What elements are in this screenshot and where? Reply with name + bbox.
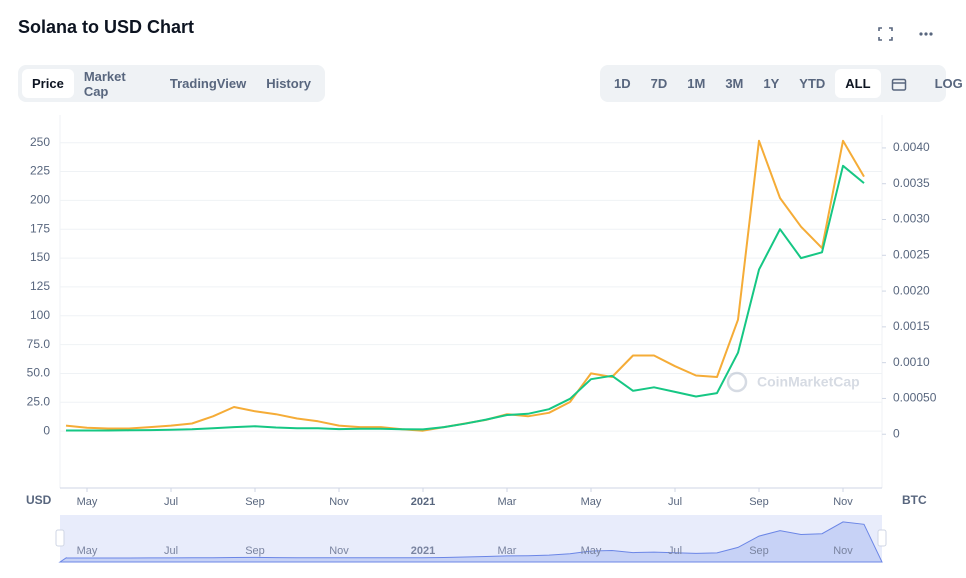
y2-tick-label: 0.0020 bbox=[893, 283, 930, 297]
y2-axis-label: BTC bbox=[902, 493, 927, 507]
navigator-label: Sep bbox=[245, 545, 265, 557]
y2-tick-label: 0.0010 bbox=[893, 355, 930, 369]
x-tick-label: Jul bbox=[668, 496, 682, 508]
x-tick-label: Nov bbox=[329, 496, 349, 508]
y-tick-label: 225 bbox=[30, 164, 50, 178]
y-axis-label: USD bbox=[26, 493, 52, 507]
y-tick-label: 100 bbox=[30, 308, 50, 322]
x-tick-label: Sep bbox=[245, 496, 265, 508]
y2-tick-label: 0.0015 bbox=[893, 319, 930, 333]
more-icon[interactable] bbox=[919, 32, 933, 36]
y-tick-label: 150 bbox=[30, 250, 50, 264]
fullscreen-icon[interactable] bbox=[878, 27, 893, 41]
navigator-label: Jul bbox=[164, 545, 178, 557]
y-tick-label: 175 bbox=[30, 221, 50, 235]
x-tick-label: May bbox=[581, 496, 602, 508]
y-tick-label: 250 bbox=[30, 135, 50, 149]
watermark: CoinMarketCap bbox=[726, 371, 860, 393]
navigator-area bbox=[58, 521, 883, 563]
y2-tick-label: 0.00050 bbox=[893, 391, 937, 405]
navigator-label: Sep bbox=[749, 545, 769, 557]
navigator-label: May bbox=[581, 545, 602, 557]
y2-tick-label: 0.0040 bbox=[893, 140, 930, 154]
y-tick-label: 50.0 bbox=[27, 366, 51, 380]
range-button[interactable]: 3M bbox=[725, 76, 744, 91]
navigator-label: Mar bbox=[498, 545, 517, 557]
navigator-label: Nov bbox=[833, 545, 853, 557]
x-tick-label: 2021 bbox=[411, 496, 435, 508]
y2-tick-label: 0 bbox=[893, 426, 900, 440]
range-button[interactable]: 7D bbox=[650, 76, 668, 91]
navigator-label: 2021 bbox=[411, 545, 435, 557]
chart-title: Solana to USD Chart bbox=[18, 17, 195, 37]
x-tick-label: Mar bbox=[498, 496, 517, 508]
watermark-text: CoinMarketCap bbox=[757, 374, 860, 390]
tab-button[interactable]: History bbox=[266, 76, 311, 91]
navigator-label: Jul bbox=[668, 545, 682, 557]
tab-group: Price Market Cap TradingView History bbox=[18, 65, 325, 102]
y2-tick-label: 0.0030 bbox=[893, 212, 930, 226]
range-button[interactable]: 1Y bbox=[763, 76, 780, 91]
tab-button[interactable]: Price bbox=[22, 69, 74, 98]
navigator-handle[interactable] bbox=[877, 529, 887, 547]
log-button[interactable]: LOG bbox=[934, 76, 963, 91]
x-tick-label: Jul bbox=[164, 496, 178, 508]
y-tick-label: 200 bbox=[30, 193, 50, 207]
tab-button[interactable]: Market Cap bbox=[83, 68, 126, 99]
tab-button[interactable]: TradingView bbox=[169, 76, 247, 91]
calendar-icon bbox=[891, 78, 906, 91]
navigator-handle[interactable] bbox=[55, 529, 65, 547]
range-button[interactable]: 1D bbox=[614, 76, 631, 91]
x-tick-label: Sep bbox=[749, 496, 769, 508]
x-tick-label: May bbox=[77, 496, 98, 508]
navigator-label: Nov bbox=[329, 545, 349, 557]
range-button[interactable]: ALL bbox=[835, 69, 881, 98]
y-tick-label: 0 bbox=[43, 423, 50, 437]
top-icons bbox=[878, 27, 933, 41]
range-button[interactable]: 1M bbox=[687, 76, 706, 91]
x-tick-label: Nov bbox=[833, 496, 853, 508]
y2-tick-label: 0.0025 bbox=[893, 247, 930, 261]
watermark-logo bbox=[726, 371, 748, 393]
y-tick-label: 125 bbox=[30, 279, 50, 293]
y-tick-label: 75.0 bbox=[27, 337, 51, 351]
price-line bbox=[66, 164, 865, 432]
range-button[interactable]: YTD bbox=[799, 76, 826, 91]
calendar-button[interactable] bbox=[881, 70, 917, 98]
range-group: 1D 7D 1M 3M 1Y YTD ALL LOG bbox=[600, 65, 963, 102]
y-tick-label: 25.0 bbox=[27, 394, 51, 408]
y2-tick-label: 0.0035 bbox=[893, 176, 930, 190]
navigator-label: May bbox=[77, 545, 98, 557]
